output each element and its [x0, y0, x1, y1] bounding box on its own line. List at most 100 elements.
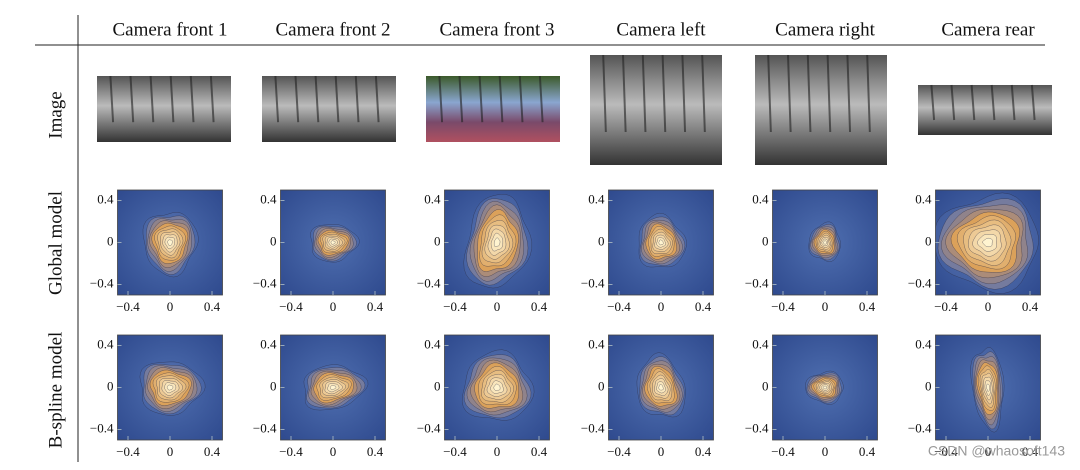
x-tick-label: 0.4: [204, 299, 221, 314]
y-tick-label: 0.4: [915, 336, 932, 351]
y-tick-label: 0: [107, 233, 114, 248]
x-tick-label: 0.4: [531, 444, 548, 459]
camera-image: [426, 76, 560, 142]
y-tick-label: 0.4: [588, 336, 605, 351]
image-detail: [458, 75, 464, 123]
image-detail: [806, 54, 812, 133]
y-tick-label: 0.4: [97, 191, 114, 206]
image-detail: [701, 54, 706, 133]
column-header: Camera front 3: [439, 19, 554, 40]
image-detail: [767, 54, 772, 133]
x-tick-label: 0.4: [695, 444, 712, 459]
x-tick-label: 0.4: [367, 299, 384, 314]
x-tick-label: −0.4: [607, 299, 631, 314]
contour: [986, 383, 990, 392]
image-detail: [1010, 84, 1016, 121]
column-header: Camera rear: [941, 19, 1035, 40]
contour: [329, 385, 337, 390]
y-tick-label: 0.4: [97, 336, 114, 351]
row-label: Global model: [45, 191, 66, 295]
x-tick-label: 0.4: [204, 444, 221, 459]
contour: [658, 239, 664, 246]
y-tick-label: −0.4: [745, 275, 769, 290]
x-tick-label: −0.4: [443, 444, 467, 459]
x-tick-label: −0.4: [116, 299, 140, 314]
x-tick-label: −0.4: [116, 444, 140, 459]
image-detail: [189, 75, 195, 123]
contour: [982, 237, 993, 248]
density-plot: [772, 335, 878, 440]
density-plot: [772, 190, 878, 295]
y-tick-label: −0.4: [417, 275, 441, 290]
y-tick-label: 0: [762, 378, 769, 393]
x-tick-label: 0: [167, 299, 174, 314]
image-detail: [334, 75, 340, 123]
image-detail: [787, 54, 792, 133]
image-detail: [846, 54, 852, 133]
image-detail: [681, 54, 687, 133]
image-detail: [374, 75, 380, 123]
image-detail: [169, 75, 175, 123]
y-tick-label: 0.4: [424, 336, 441, 351]
x-tick-label: 0.4: [367, 444, 384, 459]
image-detail: [990, 84, 996, 121]
x-tick-label: −0.4: [443, 299, 467, 314]
x-tick-label: 0: [167, 444, 174, 459]
density-plot: [280, 335, 386, 440]
image-detail: [129, 75, 135, 123]
y-tick-label: −0.4: [253, 420, 277, 435]
density-plot: [117, 190, 223, 295]
image-detail: [538, 75, 544, 123]
image-detail: [622, 54, 627, 133]
image-detail: [478, 75, 484, 123]
x-tick-label: 0.4: [1022, 444, 1039, 459]
x-tick-label: 0: [985, 444, 992, 459]
y-tick-label: −0.4: [90, 420, 114, 435]
x-tick-label: 0.4: [531, 299, 548, 314]
image-detail: [518, 75, 524, 123]
density-plot: [935, 190, 1041, 295]
x-tick-label: 0.4: [1022, 299, 1039, 314]
image-detail: [438, 75, 444, 123]
y-tick-label: −0.4: [908, 420, 932, 435]
x-tick-label: 0: [822, 299, 829, 314]
x-tick-label: 0: [330, 444, 337, 459]
x-tick-label: 0: [658, 299, 665, 314]
contour: [822, 385, 827, 390]
image-detail: [602, 54, 607, 133]
x-tick-label: 0: [494, 444, 501, 459]
x-tick-label: −0.4: [771, 299, 795, 314]
image-detail: [661, 54, 667, 133]
x-tick-label: −0.4: [607, 444, 631, 459]
y-tick-label: 0: [925, 233, 932, 248]
image-detail: [109, 75, 115, 123]
density-plot: [444, 190, 550, 295]
y-tick-label: 0.4: [588, 191, 605, 206]
contour: [658, 384, 664, 391]
y-tick-label: 0: [762, 233, 769, 248]
column-header: Camera right: [775, 19, 875, 40]
y-tick-label: 0.4: [752, 191, 769, 206]
image-detail: [1030, 84, 1036, 121]
x-tick-label: 0: [985, 299, 992, 314]
y-tick-label: 0: [925, 378, 932, 393]
image-detail: [354, 75, 360, 123]
y-tick-label: 0: [598, 233, 605, 248]
camera-image: [755, 55, 887, 165]
y-tick-label: 0.4: [260, 191, 277, 206]
density-plot: [935, 335, 1041, 440]
image-detail: [149, 75, 155, 123]
contour: [166, 384, 174, 391]
x-tick-label: −0.4: [771, 444, 795, 459]
contour: [167, 239, 173, 246]
y-tick-label: −0.4: [908, 275, 932, 290]
y-tick-label: −0.4: [581, 420, 605, 435]
image-detail: [314, 75, 320, 123]
x-tick-label: 0: [494, 299, 501, 314]
density-plot: [117, 335, 223, 440]
y-tick-label: 0.4: [915, 191, 932, 206]
y-tick-label: 0: [270, 378, 277, 393]
image-detail: [950, 84, 956, 121]
camera-image: [918, 85, 1052, 135]
